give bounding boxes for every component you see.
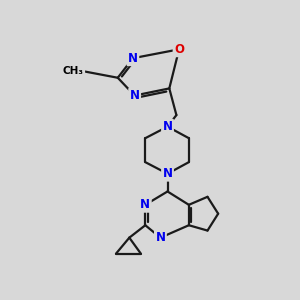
- Text: N: N: [163, 167, 172, 180]
- Text: O: O: [174, 43, 184, 56]
- Text: N: N: [128, 52, 138, 65]
- Text: CH₃: CH₃: [63, 66, 84, 76]
- Text: N: N: [140, 198, 150, 211]
- Text: N: N: [163, 120, 172, 133]
- Text: N: N: [155, 231, 165, 244]
- Text: N: N: [130, 89, 140, 102]
